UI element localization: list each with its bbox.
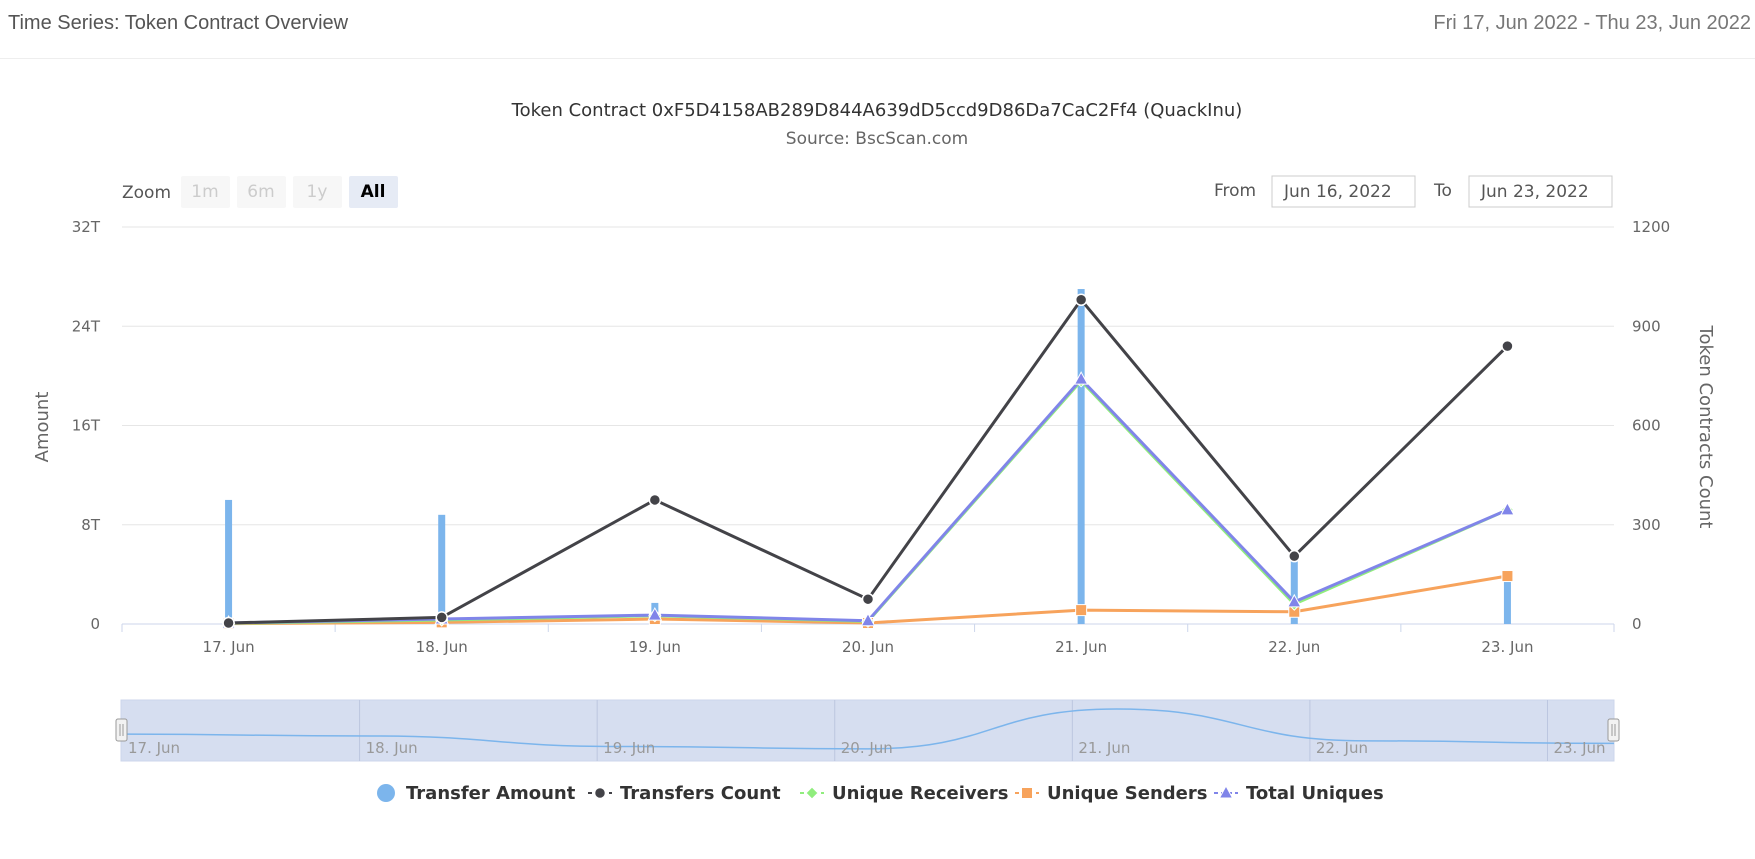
page-title: Time Series: Token Contract Overview: [8, 12, 349, 34]
zoom-button-all[interactable]: All: [349, 176, 398, 208]
total-uniques-marker: [647, 607, 663, 621]
total-uniques-marker: [1073, 371, 1089, 385]
from-date-input[interactable]: Jun 16, 2022: [1271, 175, 1416, 208]
legend-transfers-count[interactable]: Transfers Count: [588, 783, 781, 804]
transfer-amount-bar: [1290, 555, 1298, 624]
navigator-label: 21. Jun: [1078, 739, 1130, 757]
unique-receivers-line: [228, 379, 1509, 625]
chart-subtitle: Source: BscScan.com: [786, 129, 968, 149]
grid-lines: [122, 226, 1614, 625]
navigator-handle-left[interactable]: [115, 718, 128, 742]
y-right-tick-label: 600: [1632, 417, 1661, 435]
transfers-count-marker: [1501, 339, 1514, 353]
unique-senders-marker: [1075, 604, 1088, 617]
transfers-count-marker: [861, 592, 875, 606]
zoom-label: Zoom: [122, 183, 171, 203]
transfers-count-marker: [648, 493, 662, 507]
y-axis-left-title: Amount: [32, 392, 53, 463]
to-date-value: Jun 23, 2022: [1480, 182, 1589, 202]
zoom-button-1m[interactable]: 1m: [181, 176, 230, 208]
date-range-label: Fri 17, Jun 2022 - Thu 23, Jun 2022: [1433, 12, 1751, 34]
y-left-tick-label: 32T: [72, 218, 101, 236]
y-axis-right: 0 300 600 900 1200: [1632, 218, 1670, 633]
navigator-label: 20. Jun: [841, 739, 893, 757]
navigator-series-line: [121, 708, 1615, 750]
legend-label: Unique Senders: [1047, 783, 1207, 804]
y-right-tick-label: 0: [1632, 615, 1642, 633]
legend-unique-receivers[interactable]: Unique Receivers: [800, 783, 1008, 804]
unique-senders-marker: [1501, 570, 1514, 583]
y-left-tick-label: 24T: [72, 317, 101, 335]
total-uniques-marker: [860, 612, 876, 627]
navigator-label: 22. Jun: [1316, 739, 1368, 757]
navigator-mask: [120, 699, 1615, 762]
total-uniques-marker: [1500, 501, 1515, 516]
x-tick-label: 22. Jun: [1268, 638, 1320, 656]
to-date-input[interactable]: Jun 23, 2022: [1468, 175, 1613, 208]
legend-label: Total Uniques: [1246, 783, 1384, 804]
legend-symbol: [1021, 787, 1033, 799]
navigator[interactable]: [120, 699, 1615, 762]
transfers-count-marker: [222, 616, 235, 630]
y-axis-right-title: Token Contracts Count: [1695, 325, 1716, 529]
navigator-handle-right[interactable]: [1607, 718, 1620, 742]
navigator-label: 17. Jun: [128, 739, 180, 757]
zoom-button-1y[interactable]: 1y: [293, 176, 342, 208]
transfers-count-line: [228, 298, 1509, 625]
transfer-amount-bar: [1077, 289, 1085, 624]
total-uniques-line: [228, 377, 1509, 625]
y-right-tick-label: 900: [1632, 317, 1661, 335]
x-tick-label: 23. Jun: [1481, 638, 1533, 656]
y-left-tick-label: 8T: [81, 516, 101, 534]
y-left-tick-label: 16T: [72, 417, 101, 435]
from-label: From: [1214, 181, 1256, 201]
zoom-button-6m-label: 6m: [247, 182, 274, 202]
legend-symbol: [1218, 784, 1234, 799]
y-right-tick-label: 300: [1632, 516, 1661, 534]
to-label: To: [1433, 181, 1452, 201]
from-date-value: Jun 16, 2022: [1283, 182, 1392, 202]
transfer-amount-columns: [225, 289, 1511, 624]
x-tick-label: 19. Jun: [629, 638, 681, 656]
legend-unique-senders[interactable]: Unique Senders: [1015, 783, 1207, 804]
x-tick-label: 18. Jun: [416, 638, 468, 656]
navigator-label: 19. Jun: [603, 739, 655, 757]
series-lines: [228, 298, 1509, 626]
chart-title: Token Contract 0xF5D4158AB289D844A639dD5…: [511, 100, 1243, 121]
x-tick-label: 20. Jun: [842, 638, 894, 656]
zoom-button-all-label: All: [361, 182, 386, 202]
transfer-amount-bar: [1503, 576, 1511, 624]
legend-symbol: [593, 786, 607, 800]
transfers-count-marker: [435, 611, 448, 624]
legend-total-uniques[interactable]: Total Uniques: [1214, 783, 1384, 804]
legend-transfer-amount[interactable]: Transfer Amount: [377, 783, 576, 804]
navigator-label: 18. Jun: [366, 739, 418, 757]
y-axis-left: 0 8T 16T 24T 32T: [72, 218, 101, 633]
series-markers: [221, 293, 1515, 631]
transfer-amount-bar: [225, 499, 233, 624]
navigator-label: 23. Jun: [1553, 739, 1605, 757]
y-left-tick-label: 0: [90, 615, 100, 633]
x-tick-label: 17. Jun: [203, 638, 255, 656]
transfers-count-marker: [1074, 293, 1088, 307]
transfers-count-marker: [1288, 549, 1301, 563]
legend-symbol: [805, 786, 819, 800]
total-uniques-marker: [1286, 593, 1302, 608]
transfer-amount-bar: [438, 514, 446, 624]
legend-label: Unique Receivers: [832, 783, 1008, 804]
x-tick-label: 21. Jun: [1055, 638, 1107, 656]
legend: Transfer Amount Transfers Count Unique Rec…: [377, 783, 1384, 804]
y-right-tick-label: 1200: [1632, 218, 1670, 236]
zoom-button-6m[interactable]: 6m: [237, 176, 286, 208]
x-axis: 17. Jun 18. Jun 19. Jun 20. Jun 21. Jun 22. J…: [121, 624, 1615, 656]
navigator-series: 17. Jun 18. Jun 19. Jun 20. Jun 21. Jun 22. J…: [121, 700, 1615, 761]
legend-label: Transfer Amount: [406, 783, 576, 804]
page-header: Time Series: Token Contract Overview Fri…: [0, 0, 1755, 59]
zoom-button-1y-label: 1y: [307, 182, 328, 202]
legend-label: Transfers Count: [620, 783, 781, 804]
zoom-button-1m-label: 1m: [191, 182, 218, 202]
legend-symbol: [377, 784, 395, 802]
